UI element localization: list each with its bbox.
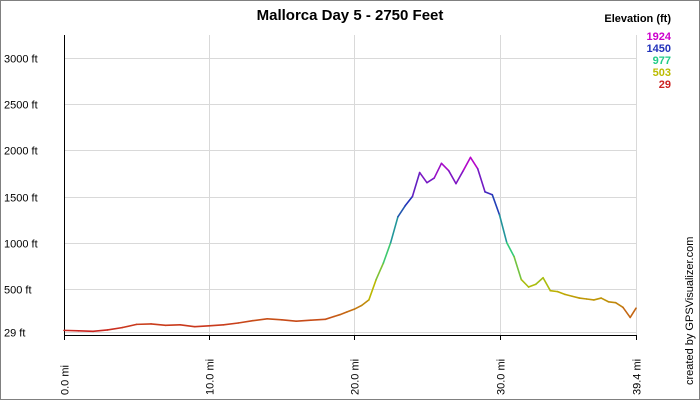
elevation-segment (222, 322, 240, 326)
y-tick-label: 2500 ft (4, 100, 38, 112)
elevation-segment (629, 307, 637, 319)
elevation-segment (593, 297, 602, 301)
elevation-segment (564, 293, 573, 298)
elevation-segment (571, 295, 581, 299)
elevation-segment (462, 156, 472, 172)
elevation-segment (614, 301, 624, 309)
elevation-segment (505, 241, 515, 258)
elevation-segment (426, 177, 436, 184)
elevation-segment (549, 289, 559, 293)
elevation-segment (92, 329, 109, 333)
elevation-segment (333, 313, 341, 318)
elevation-segment (237, 319, 254, 324)
elevation-segment (121, 323, 138, 329)
elevation-segment (484, 191, 494, 196)
elevation-segment (411, 171, 421, 198)
chart-title: Mallorca Day 5 - 2750 Feet (257, 7, 444, 24)
elevation-segment (607, 300, 617, 304)
elevation-segment (266, 318, 283, 321)
axis-layer: 29 ft 500 ft 1000 ft 1500 ft 2000 ft 2500 ft 3… (4, 35, 644, 395)
legend-entry: 977 (653, 55, 671, 67)
elevation-segment (397, 204, 406, 218)
legend-title: Elevation (ft) (604, 13, 671, 25)
elevation-segment (251, 318, 269, 322)
credit-text: created by GPSVisualizer.com (684, 237, 696, 385)
elevation-segment (440, 162, 450, 172)
elevation-segment (535, 276, 544, 286)
x-tick-label: 10.0 mi (205, 359, 217, 395)
elevation-segment (324, 315, 335, 321)
elevation-segment (179, 324, 196, 328)
elevation-segment (585, 298, 595, 301)
series-layer (63, 156, 637, 333)
elevation-segment (375, 262, 385, 281)
y-tick-label: 1500 ft (4, 193, 38, 205)
x-tick-label: 30.0 mi (496, 359, 508, 395)
elevation-segment (353, 304, 363, 310)
elevation-segment (310, 318, 327, 322)
elevation-segment (542, 276, 552, 292)
elevation-segment (346, 308, 356, 313)
legend-entry: 1924 (647, 31, 672, 43)
elevation-segment (106, 326, 123, 331)
elevation-series (63, 156, 637, 333)
x-tick-label: 0.0 mi (60, 365, 72, 395)
elevation-segment (556, 290, 566, 296)
elevation-segment (382, 241, 392, 264)
y-tick-label: 500 ft (4, 285, 32, 297)
elevation-segment (418, 171, 428, 184)
y-tick-label: 3000 ft (4, 54, 38, 66)
elevation-segment (622, 306, 631, 319)
elevation-segment (498, 214, 508, 244)
x-tick-label: 20.0 mi (350, 359, 362, 395)
elevation-segment (208, 324, 225, 327)
elevation-segment (389, 216, 399, 244)
elevation-segment (150, 323, 167, 327)
elevation-segment (360, 299, 370, 307)
elevation-segment (520, 278, 530, 288)
elevation-segment (491, 193, 501, 216)
elevation-segment (193, 324, 210, 328)
grid-layer (64, 35, 637, 335)
legend-entry: 1450 (647, 43, 671, 55)
elevation-segment (455, 169, 465, 185)
elevation-segment (433, 162, 443, 179)
legend-entry: 503 (653, 67, 671, 79)
elevation-segment (578, 297, 588, 300)
legend-entry: 29 (659, 79, 671, 91)
elevation-segment (339, 311, 348, 316)
elevation-segment (469, 156, 479, 170)
elevation-segment (295, 319, 312, 322)
elevation-segment (600, 297, 610, 303)
x-tick-label: 39.4 mi (632, 359, 644, 395)
elevation-segment (368, 278, 377, 301)
elevation-segment (527, 283, 537, 288)
elevation-segment (447, 169, 457, 185)
elevation-segment (404, 195, 414, 207)
elevation-segment (513, 255, 523, 281)
y-tick-label: 29 ft (4, 328, 25, 340)
y-tick-label: 1000 ft (4, 239, 38, 251)
elevation-segment (476, 168, 486, 193)
y-tick-label: 2000 ft (4, 146, 38, 158)
elevation-segment (280, 318, 298, 322)
